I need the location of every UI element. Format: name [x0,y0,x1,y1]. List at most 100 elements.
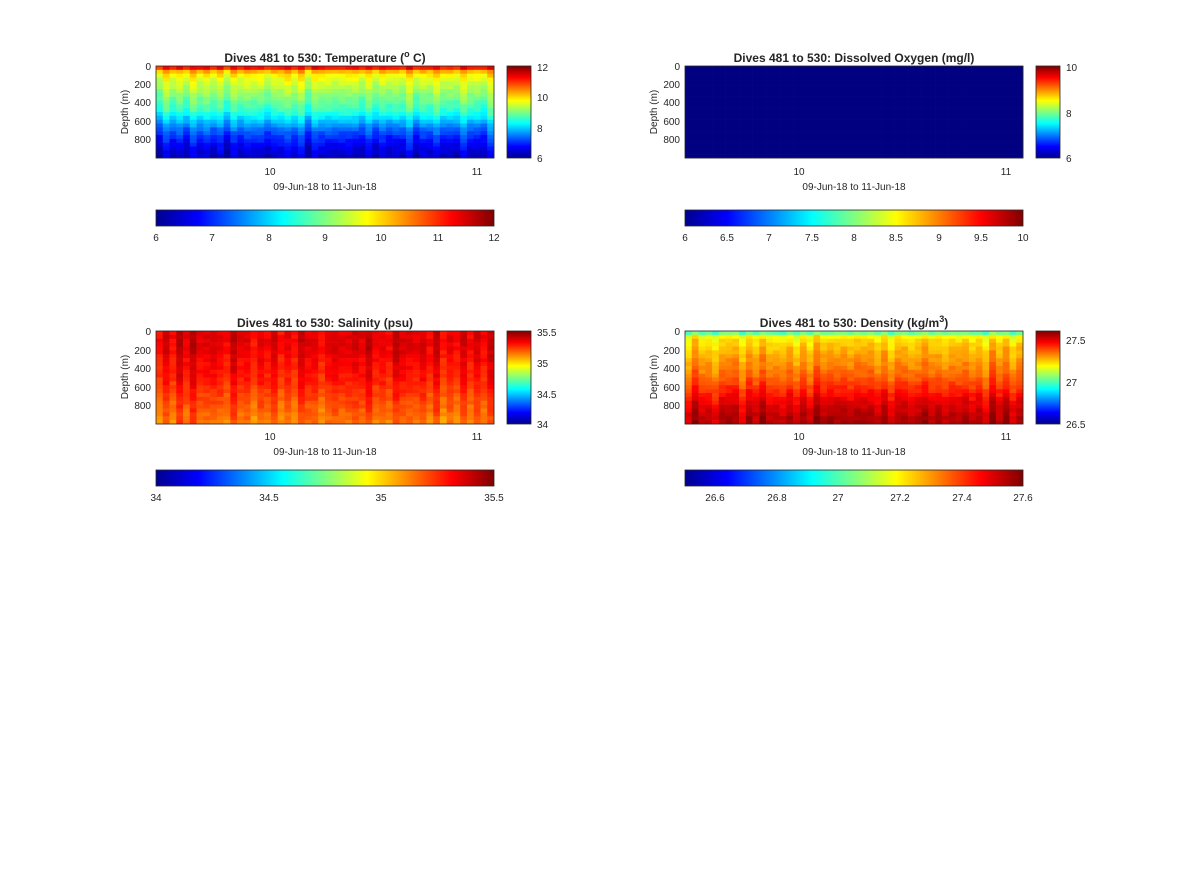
heatmap-cell [928,400,936,405]
heatmap-cell [867,389,875,394]
heatmap-cell [698,127,706,132]
heatmap-cell [183,381,191,386]
heatmap-cell [779,404,787,409]
heatmap-cell [297,385,306,390]
heatmap-cell [318,135,326,140]
heatmap-cell [766,112,774,117]
heatmap-cell [183,408,191,413]
heatmap-cell [473,346,481,351]
heatmap-cell [379,338,387,343]
heatmap-cell [379,342,387,347]
heatmap-cell [813,369,821,374]
colorbar-vertical: 12 10 8 6 [506,63,549,165]
heatmap-cell [203,331,211,336]
heatmap-cell [881,331,889,336]
heatmap-cell [284,135,292,140]
heatmap-cell [881,81,889,86]
heatmap-cell [759,77,767,82]
heatmap-cell [257,89,265,94]
heatmap-cell [833,123,841,128]
heatmap-cell [426,365,434,371]
heatmap-cell [338,104,346,109]
heatmap-cell [860,362,868,367]
heatmap-cell [210,131,218,136]
heatmap-cell [887,77,895,82]
heatmap-cell [284,416,292,421]
heatmap-cell [345,381,353,386]
heatmap-cell [223,138,231,143]
heatmap-cell [426,346,434,351]
heatmap-cell [156,77,164,82]
heatmap-cell [223,85,231,90]
y-tick-label: 0 [674,327,680,338]
heatmap-cell [453,142,461,147]
heatmap-cell [1002,331,1010,336]
heatmap-cell [183,135,191,140]
heatmap-cell [739,420,747,425]
heatmap-cell [786,92,794,97]
heatmap-cell [216,66,224,71]
heatmap-cell [712,346,720,351]
heatmap-cell [772,123,780,128]
heatmap-cell [705,393,713,398]
heatmap-cell [196,365,204,371]
heatmap-cell [881,85,889,90]
heatmap-cell [914,108,922,113]
heatmap-cell [216,131,224,136]
heatmap-cell [779,131,787,136]
heatmap-cell [304,412,312,417]
heatmap-cell [433,81,441,86]
heatmap-cell [385,389,393,394]
heatmap-cell [881,354,889,359]
heatmap-cell [331,373,339,378]
heatmap-cell [325,100,333,105]
heatmap-cell [176,338,184,343]
heatmap-cell [975,138,983,143]
heatmap-cell [826,350,835,355]
heatmap-cell [487,342,495,347]
heatmap-cell [189,131,197,136]
heatmap-cell [712,77,720,82]
heatmap-cell [183,362,191,367]
heatmap-cell [799,404,807,409]
heatmap-cell [460,396,468,402]
heatmap-cell [718,92,726,97]
heatmap-cell [955,135,963,140]
heatmap-cell [779,66,787,71]
heatmap-cell [718,112,726,117]
heatmap-cell [799,381,807,386]
heatmap-cell [860,112,868,117]
heatmap-cell [894,123,902,128]
heatmap-cell [203,100,211,105]
heatmap-cell [210,331,218,336]
heatmap-cell [901,100,909,105]
heatmap-cell [840,365,848,371]
heatmap-cell [894,389,902,394]
heatmap-cell [237,96,245,101]
heatmap-cell [901,135,909,140]
heatmap-cell [894,112,902,117]
heatmap-cell [264,381,272,386]
heatmap-cell [745,69,753,74]
heatmap-cell [284,358,292,363]
heatmap-cell [941,66,949,71]
heatmap-cell [284,142,292,147]
heatmap-cell [453,400,461,405]
heatmap-cell [338,81,346,86]
heatmap-cell [284,393,292,398]
heatmap-cell [995,412,1004,417]
heatmap-cell [1009,69,1017,74]
heatmap-cell [813,115,821,120]
heatmap-cell [779,420,787,425]
heatmap-cell [372,396,380,402]
heatmap-cell [975,334,983,340]
heatmap-cell [264,154,272,159]
heatmap-cell [793,115,801,120]
heatmap-cell [826,100,835,105]
heatmap-cell [183,400,191,405]
heatmap-cell [277,400,285,405]
heatmap-cell [786,350,794,355]
heatmap-cell [887,331,895,336]
heatmap-cell [766,420,774,425]
heatmap-cell [446,142,454,147]
